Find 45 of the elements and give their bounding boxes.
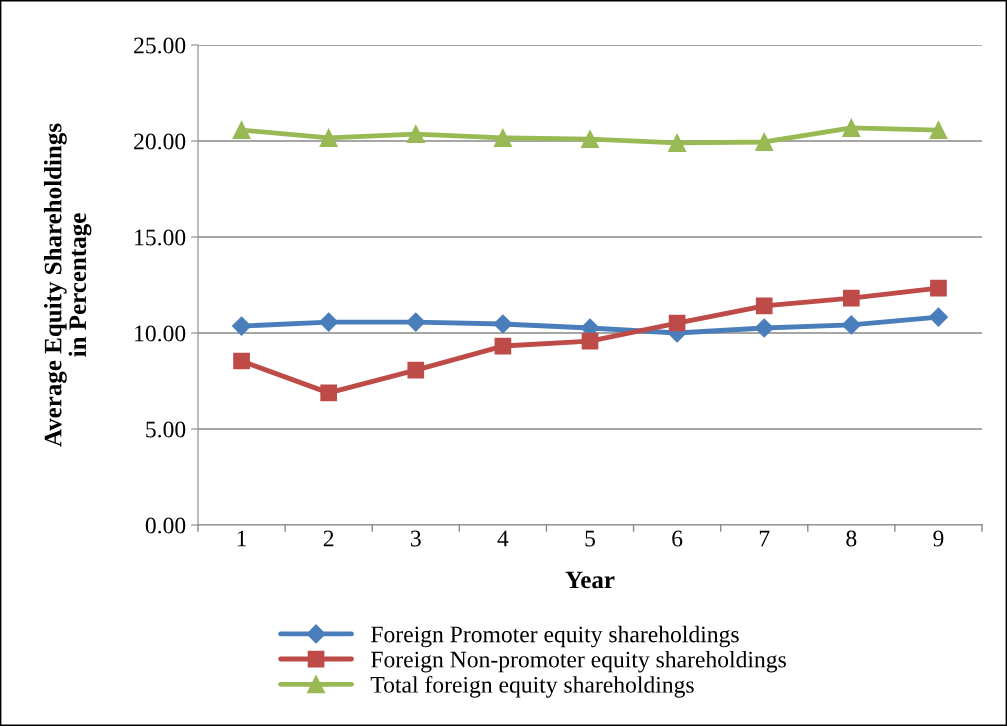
legend-label: Foreign Promoter equity shareholdings	[371, 625, 739, 648]
point	[406, 312, 426, 332]
point	[493, 128, 512, 147]
point	[232, 121, 251, 140]
point	[668, 133, 687, 152]
x-tick-label: 3	[411, 530, 421, 547]
point	[755, 132, 774, 151]
point	[930, 279, 947, 297]
x-tick-label: 7	[759, 530, 770, 547]
y-tick-label: 10.00	[135, 325, 186, 342]
point	[406, 125, 425, 144]
point	[754, 318, 774, 338]
point	[842, 289, 860, 307]
y-tick-label: 20.00	[134, 133, 186, 150]
point	[407, 361, 425, 379]
x-tick-label: 4	[497, 530, 509, 547]
point	[842, 118, 861, 137]
point	[233, 352, 250, 370]
y-tick-label: 15.00	[135, 229, 186, 246]
point	[493, 314, 513, 334]
point	[668, 314, 686, 332]
point	[232, 316, 252, 336]
x-tick-label: 8	[846, 530, 857, 547]
x-tick-label: 5	[585, 530, 595, 547]
x-tick-label: 9	[933, 530, 944, 547]
legend-label: Total foreign equity shareholdings	[370, 675, 694, 698]
point	[494, 337, 512, 355]
x-tick-label: 2	[323, 530, 334, 547]
x-tick-label: 1	[237, 530, 247, 547]
point	[841, 315, 861, 335]
point	[319, 128, 338, 147]
x-tick-label: 6	[672, 530, 683, 547]
point	[580, 130, 600, 149]
y-tick-label: 25.00	[134, 37, 186, 54]
point	[929, 121, 948, 140]
point	[320, 384, 338, 402]
y-tick-label: 5.00	[146, 421, 186, 438]
legend-label: Foreign Non-promoter equity shareholdings	[371, 650, 786, 673]
point	[319, 312, 339, 332]
point	[581, 332, 599, 350]
point	[928, 307, 948, 327]
point	[755, 297, 773, 315]
y-tick-label: 0.00	[145, 517, 186, 534]
y-axis-title: Average Equity Shareholdings in Percentage	[43, 123, 92, 447]
x-axis-title: Year	[565, 571, 615, 589]
